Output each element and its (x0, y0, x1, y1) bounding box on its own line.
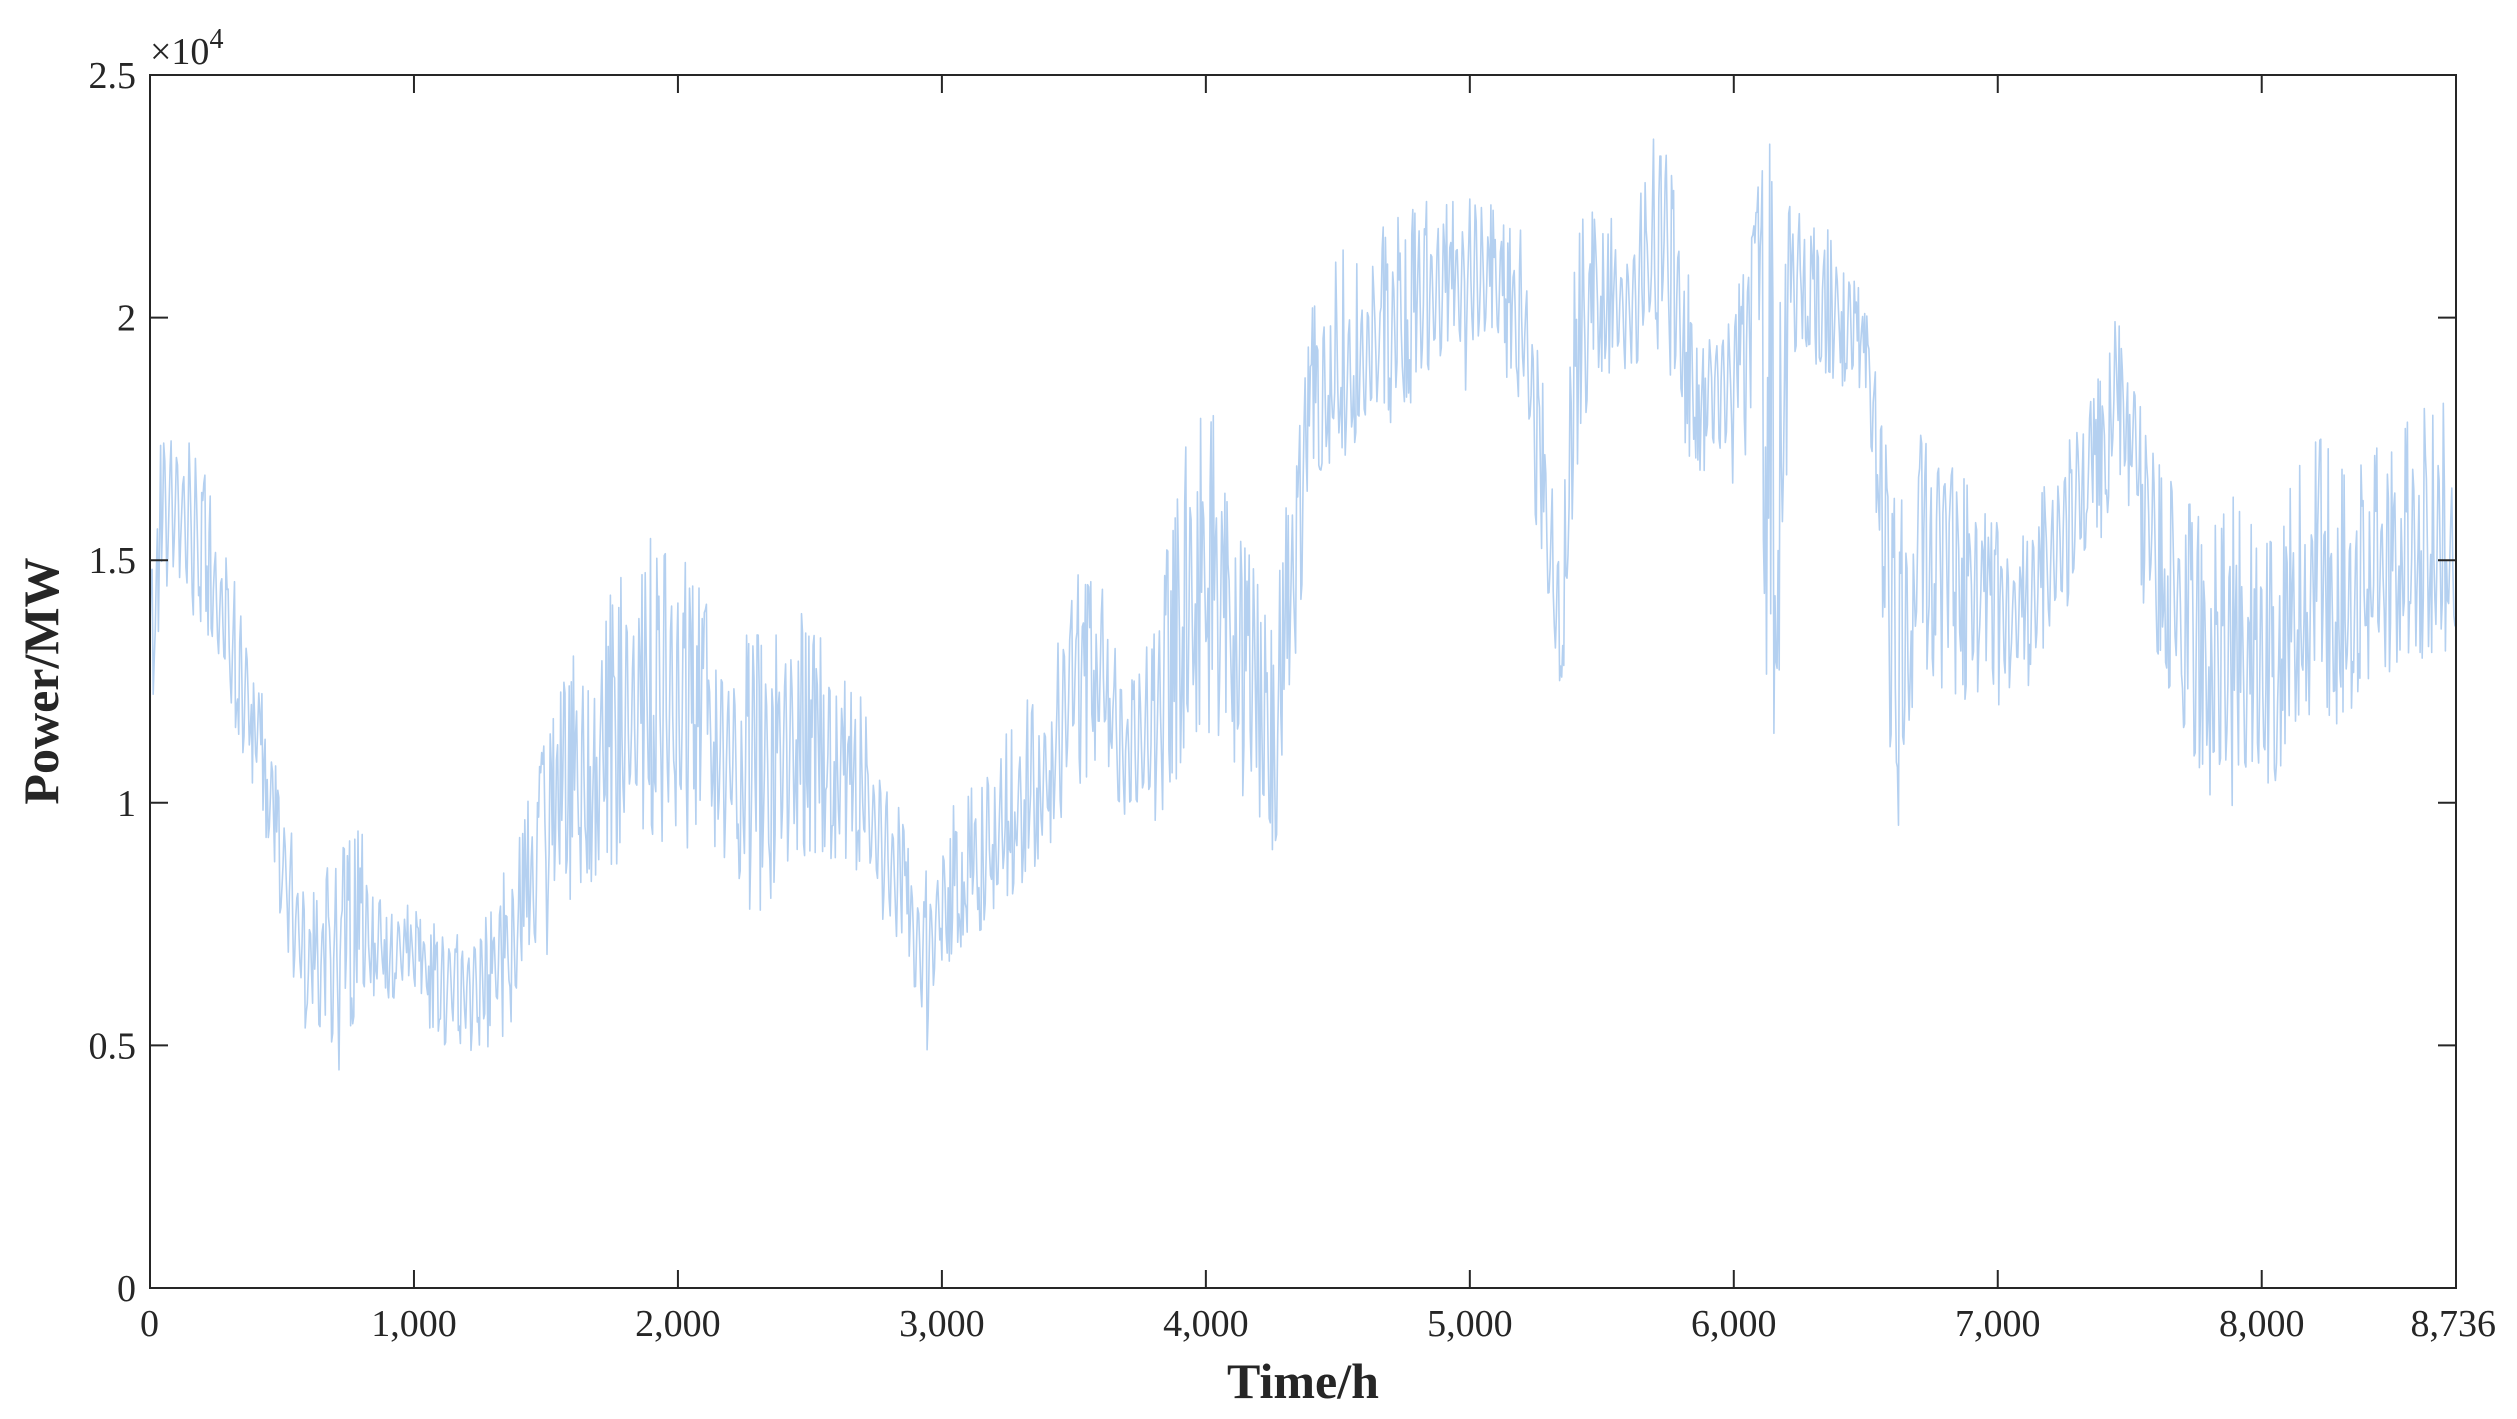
y-tick-label: 0 (117, 1268, 136, 1310)
x-tick-label: 2,000 (635, 1303, 721, 1345)
y-axis: 0 0.5 1 1.5 2 2.5 (89, 55, 2456, 1310)
plot-area (150, 75, 2456, 1288)
series-line (149, 138, 2457, 1071)
x-axis: 0 1,000 2,000 3,000 4,000 5,000 6,000 7,000 8,00… (140, 75, 2496, 1345)
y-axis-title: Power/MW (13, 557, 69, 804)
x-tick-label: 1,000 (371, 1303, 457, 1345)
y-tick-label: 1 (117, 783, 136, 825)
y-exponent-label: ×104 (150, 24, 223, 73)
x-tick-label: 4,000 (1163, 1303, 1249, 1345)
x-tick-label: 0 (140, 1303, 159, 1345)
x-tick-label: 8,000 (2219, 1303, 2305, 1345)
plot-frame (149, 74, 2457, 1289)
y-exponent-base: ×10 (150, 31, 209, 73)
y-exponent-power: 4 (209, 24, 223, 55)
x-tick-label: 6,000 (1691, 1303, 1777, 1345)
x-axis-title: Time/h (1227, 1353, 1379, 1409)
x-tick-label: 3,000 (899, 1303, 985, 1345)
y-tick-label: 2 (117, 298, 136, 340)
y-tick-label: 0.5 (89, 1025, 137, 1067)
y-tick-label: 2.5 (89, 55, 137, 97)
x-tick-label: 7,000 (1955, 1303, 2041, 1345)
series-layer (149, 138, 2457, 1071)
x-tick-label: 5,000 (1427, 1303, 1513, 1345)
x-tick-label: 8,736 (2411, 1303, 2497, 1345)
y-tick-label: 1.5 (89, 540, 137, 582)
